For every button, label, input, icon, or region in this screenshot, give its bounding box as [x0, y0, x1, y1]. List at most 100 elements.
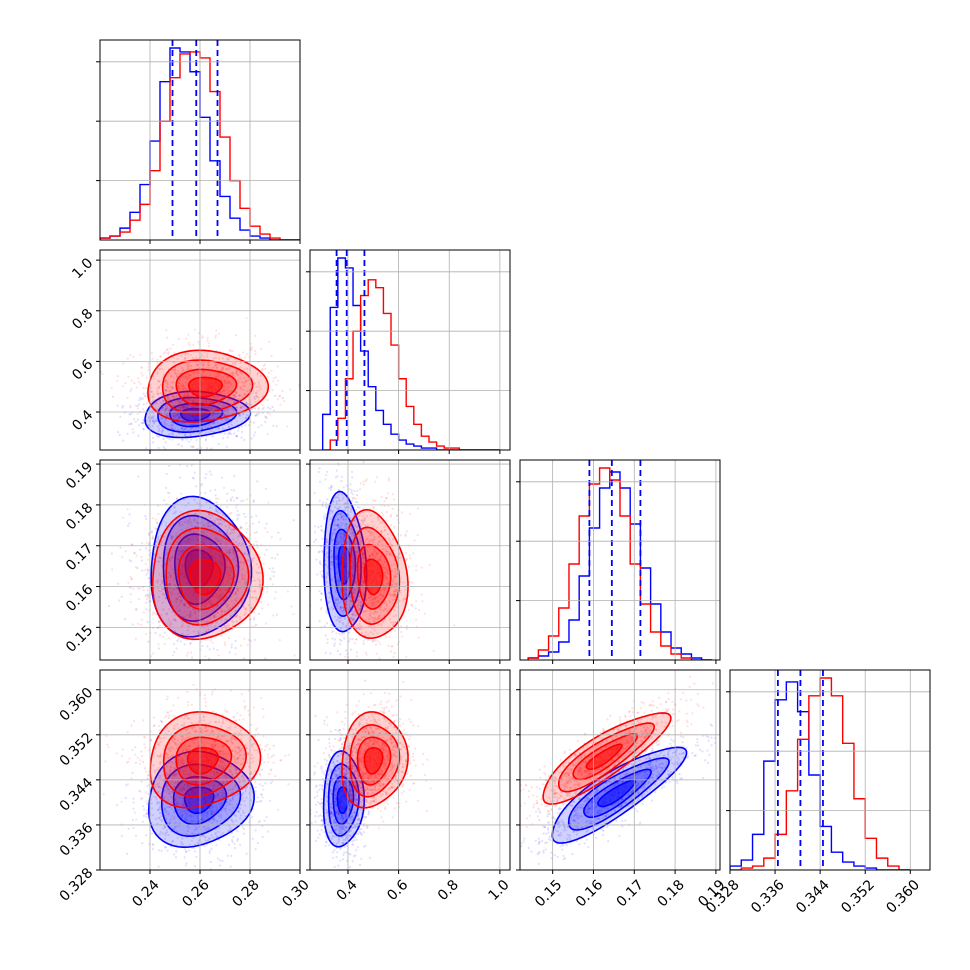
scatter-panel-0-2-blue-point	[188, 610, 192, 614]
scatter-panel-0-1-blue-point	[238, 393, 241, 397]
scatter-panel-0-2-red-point	[235, 590, 238, 594]
scatter-panel-0-2-blue-point	[200, 620, 203, 623]
scatter-panel-0-1-red-point	[172, 381, 175, 384]
scatter-panel-0-1-red-point	[268, 413, 271, 416]
scatter-panel-0-1-red-point	[221, 367, 224, 370]
scatter-panel-0-1-blue-contour-1	[157, 396, 238, 433]
scatter-panel-0-1-blue-point	[175, 414, 178, 417]
scatter-panel-0-1-blue-point	[136, 404, 139, 407]
scatter-panel-0-1-red-point	[184, 393, 187, 396]
scatter-panel-1-2-red-point	[416, 507, 419, 510]
scatter-panel-0-1-red-point	[207, 342, 210, 345]
scatter-panel-0-2-blue-point	[182, 549, 185, 552]
scatter-panel-0-1-red-point	[177, 386, 180, 389]
scatter-panel-0-2-red-point	[230, 488, 233, 491]
scatter-panel-0-2-blue-point	[236, 514, 239, 517]
scatter-panel-0-1-red-point	[150, 386, 153, 390]
scatter-panel-0-1-blue-point	[160, 426, 163, 429]
scatter-panel-0-1-red-point	[170, 421, 173, 424]
scatter-panel-0-1-red-point	[147, 362, 150, 365]
scatter-panel-0-2-red-point	[188, 517, 191, 520]
scatter-panel-0-1-red-point	[204, 399, 207, 402]
scatter-panel-0-1-blue-point	[165, 390, 168, 393]
scatter-panel-0-1-blue-point	[215, 412, 218, 415]
scatter-panel-0-2-blue-point	[233, 552, 236, 555]
scatter-panel-0-2-blue-point	[137, 475, 140, 478]
scatter-panel-0-1-blue-point	[246, 413, 249, 417]
scatter-panel-0-1-blue-point	[187, 392, 190, 395]
scatter-panel-0-1-blue-point	[257, 412, 260, 415]
scatter-panel-0-2-blue-point	[178, 604, 181, 607]
scatter-panel-1-2-blue-point	[358, 506, 361, 509]
scatter-panel-0-1-red-point	[238, 370, 241, 373]
scatter-panel-0-2-red-point	[186, 614, 189, 617]
scatter-panel-0-1-red-point	[235, 391, 238, 394]
scatter-panel-0-2-blue-point	[207, 600, 210, 604]
scatter-panel-0-1-red-point	[272, 377, 275, 380]
scatter-panel-0-1-red-point	[164, 351, 167, 354]
scatter-panel-0-1-blue-point	[177, 412, 181, 415]
scatter-panel-0-1-blue-point	[232, 394, 235, 397]
scatter-panel-0-1-blue-point	[218, 403, 221, 406]
scatter-panel-0-1-red-contour-3	[187, 376, 223, 398]
scatter-panel-0-2-red-point	[226, 624, 229, 627]
scatter-panel-0-1-red-point	[194, 328, 197, 331]
scatter-panel-0-1-blue-point	[182, 395, 185, 398]
scatter-panel-0-1-red-point	[236, 369, 239, 372]
scatter-panel-0-1-blue-point	[214, 413, 217, 416]
scatter-panel-0-1-red-point	[226, 357, 229, 360]
scatter-panel-0-1-red-point	[212, 366, 216, 369]
scatter-panel-0-2-blue-point	[204, 476, 207, 480]
scatter-panel-1-2-red-point	[335, 556, 339, 559]
scatter-panel-0-2-red-point	[255, 540, 258, 543]
scatter-panel-1-2-blue-point	[335, 469, 338, 472]
scatter-panel-0-1-red-point	[247, 378, 250, 381]
scatter-panel-0-2-blue-point	[201, 625, 204, 628]
scatter-panel-0-1-blue-point	[168, 398, 171, 401]
scatter-panel-0-1-red-point	[185, 407, 188, 410]
scatter-panel-0-1-blue-point	[151, 409, 154, 413]
scatter-panel-0-2-blue-point	[203, 530, 206, 533]
scatter-panel-0-1-red-point	[225, 418, 228, 421]
scatter-panel-0-2-red-point	[187, 588, 190, 592]
scatter-panel-0-2-blue-point	[209, 516, 212, 520]
scatter-panel-1-2-red-point	[432, 649, 435, 652]
scatter-panel-0-2-blue-point	[157, 620, 161, 623]
hist-panel-0-plot-area	[100, 40, 300, 240]
scatter-panel-0-1-red-point	[216, 425, 220, 429]
scatter-panel-1-2-red-point	[404, 551, 408, 555]
scatter-panel-0-1-red-point	[146, 424, 149, 428]
scatter-panel-0-1-red-point	[202, 397, 205, 400]
scatter-panel-1-2-red-point	[336, 607, 339, 610]
scatter-panel-0-1-red-point	[156, 391, 159, 395]
scatter-panel-0-2-blue-point	[117, 582, 120, 585]
hist-panel-1-frame	[309, 249, 511, 451]
scatter-panel-0-1-red-point	[174, 401, 177, 404]
scatter-panel-0-2-red-point	[144, 594, 147, 597]
scatter-panel-0-2-blue-point	[209, 543, 212, 546]
scatter-panel-0-1-blue-point	[220, 419, 224, 422]
scatter-panel-0-1-blue-point	[233, 432, 236, 435]
scatter-panel-0-2-red-point	[196, 525, 199, 528]
scatter-panel-0-2-red-point	[239, 526, 242, 529]
scatter-panel-0-1-red-point	[122, 362, 125, 365]
scatter-panel-0-2-blue-point	[169, 534, 172, 537]
scatter-panel-0-1-blue-point	[204, 401, 208, 404]
scatter-panel-0-2-red-point	[155, 521, 158, 524]
scatter-panel-0-2-red-point	[192, 531, 195, 534]
scatter-panel-0-2-blue-point	[164, 597, 167, 600]
scatter-panel-0-1-red-point	[186, 366, 189, 369]
scatter-panel-0-2-red-point	[175, 607, 178, 610]
scatter-panel-0-1-blue-point	[137, 424, 141, 427]
scatter-panel-0-1-blue-point	[118, 433, 121, 436]
scatter-panel-0-2-red-point	[170, 575, 173, 578]
scatter-panel-0-1	[96, 249, 301, 454]
scatter-panel-0-2-blue-point	[173, 618, 177, 622]
scatter-panel-0-2-red-point	[196, 620, 200, 623]
scatter-panel-0-2-red-point	[200, 540, 204, 543]
scatter-panel-0-1-red-point	[224, 402, 228, 405]
scatter-panel-0-2-blue-point	[182, 549, 185, 552]
scatter-panel-0-1-red-point	[212, 395, 215, 398]
scatter-panel-0-2-red-point	[227, 513, 230, 516]
scatter-panel-0-2-blue-point	[129, 586, 132, 589]
